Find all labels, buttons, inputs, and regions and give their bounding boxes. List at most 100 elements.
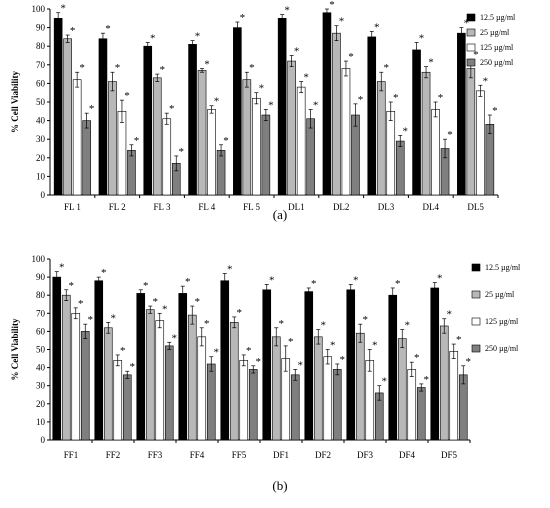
significance-star: * [298,359,304,371]
significance-star: * [340,354,346,366]
legend-swatch [471,344,481,353]
significance-star: * [60,3,66,15]
significance-star: * [179,146,185,158]
bar [82,120,91,196]
bar [430,287,440,441]
significance-star: * [214,347,220,359]
significance-star: * [169,103,175,115]
bar [397,338,407,441]
bar [113,360,123,441]
bar [53,17,63,196]
bar [155,320,165,441]
x-tick-label: DF4 [399,450,416,460]
significance-star: * [143,280,149,292]
bar [229,322,239,441]
y-axis-label: % Cell Viability [10,71,20,134]
significance-star: * [124,90,130,102]
y-tick-label: 50 [36,345,46,355]
significance-star: * [424,374,430,386]
bar [466,68,476,196]
significance-star: * [437,273,443,285]
legend-label: 125 µg/ml [485,317,519,326]
bar [216,150,226,196]
y-tick-label: 70 [36,308,46,318]
y-tick-label: 0 [41,190,46,200]
significance-star: * [160,64,166,76]
significance-star: * [89,103,95,115]
bar [323,356,333,441]
significance-star: * [214,96,220,108]
bar [277,17,287,196]
y-tick-label: 90 [36,23,46,33]
legend-label: 250 µg/ml [480,58,514,67]
x-tick-label: FL 5 [243,202,260,212]
bar [290,374,300,441]
significance-star: * [111,312,117,324]
x-tick-label: FL 2 [109,202,126,212]
significance-star: * [363,314,369,326]
legend-label: 125 µg/ml [480,43,514,52]
significance-star: * [329,0,335,11]
significance-star: * [492,105,498,117]
significance-star: * [348,51,354,63]
bar [376,81,386,196]
significance-star: * [284,5,290,17]
significance-star: * [246,345,252,357]
significance-star: * [303,72,309,84]
significance-star: * [288,336,294,348]
x-tick-label: DF5 [441,450,458,460]
bar [355,332,365,441]
significance-star: * [78,298,84,310]
significance-star: * [223,135,229,147]
bar [197,336,207,441]
bar [136,293,146,441]
legend-swatch [466,13,476,22]
significance-star: * [59,262,65,274]
y-tick-label: 30 [36,381,46,391]
significance-star: * [428,57,434,69]
bar [388,294,398,441]
bar [346,289,356,441]
significance-star: * [150,32,156,44]
bar [367,36,377,196]
bar [103,327,113,441]
bar [449,351,459,441]
legend-label: 25 µg/ml [485,290,515,299]
bar [351,114,360,196]
significance-star: * [382,376,388,388]
bar [485,124,495,196]
significance-star: * [269,274,275,286]
x-tick-label: DF2 [315,450,331,460]
y-tick-label: 60 [36,78,46,88]
bar [322,12,332,196]
x-tick-label: DL4 [423,202,440,212]
panel-label: (a) [273,207,287,222]
significance-star: * [115,62,121,74]
significance-star: * [69,280,75,292]
bar [262,289,272,441]
significance-star: * [313,99,319,111]
significance-star: * [414,352,420,364]
legend-swatch [471,263,481,272]
significance-star: * [358,94,364,106]
legend-swatch [471,290,481,299]
bar [252,97,261,196]
significance-star: * [473,49,479,61]
significance-star: * [134,135,140,147]
significance-star: * [185,276,191,288]
bar [80,331,90,441]
significance-star: * [311,278,317,290]
bar [365,360,375,441]
bar [457,32,466,196]
significance-star: * [372,340,378,352]
y-tick-label: 90 [36,272,46,282]
significance-star: * [79,62,85,74]
bar [421,71,431,196]
bar [313,336,323,441]
x-tick-label: DL1 [288,202,305,212]
significance-star: * [237,307,243,319]
legend-swatch [466,58,476,67]
legend-label: 250 µg/ml [485,344,519,353]
y-tick-label: 80 [36,41,46,51]
bar [178,293,188,441]
